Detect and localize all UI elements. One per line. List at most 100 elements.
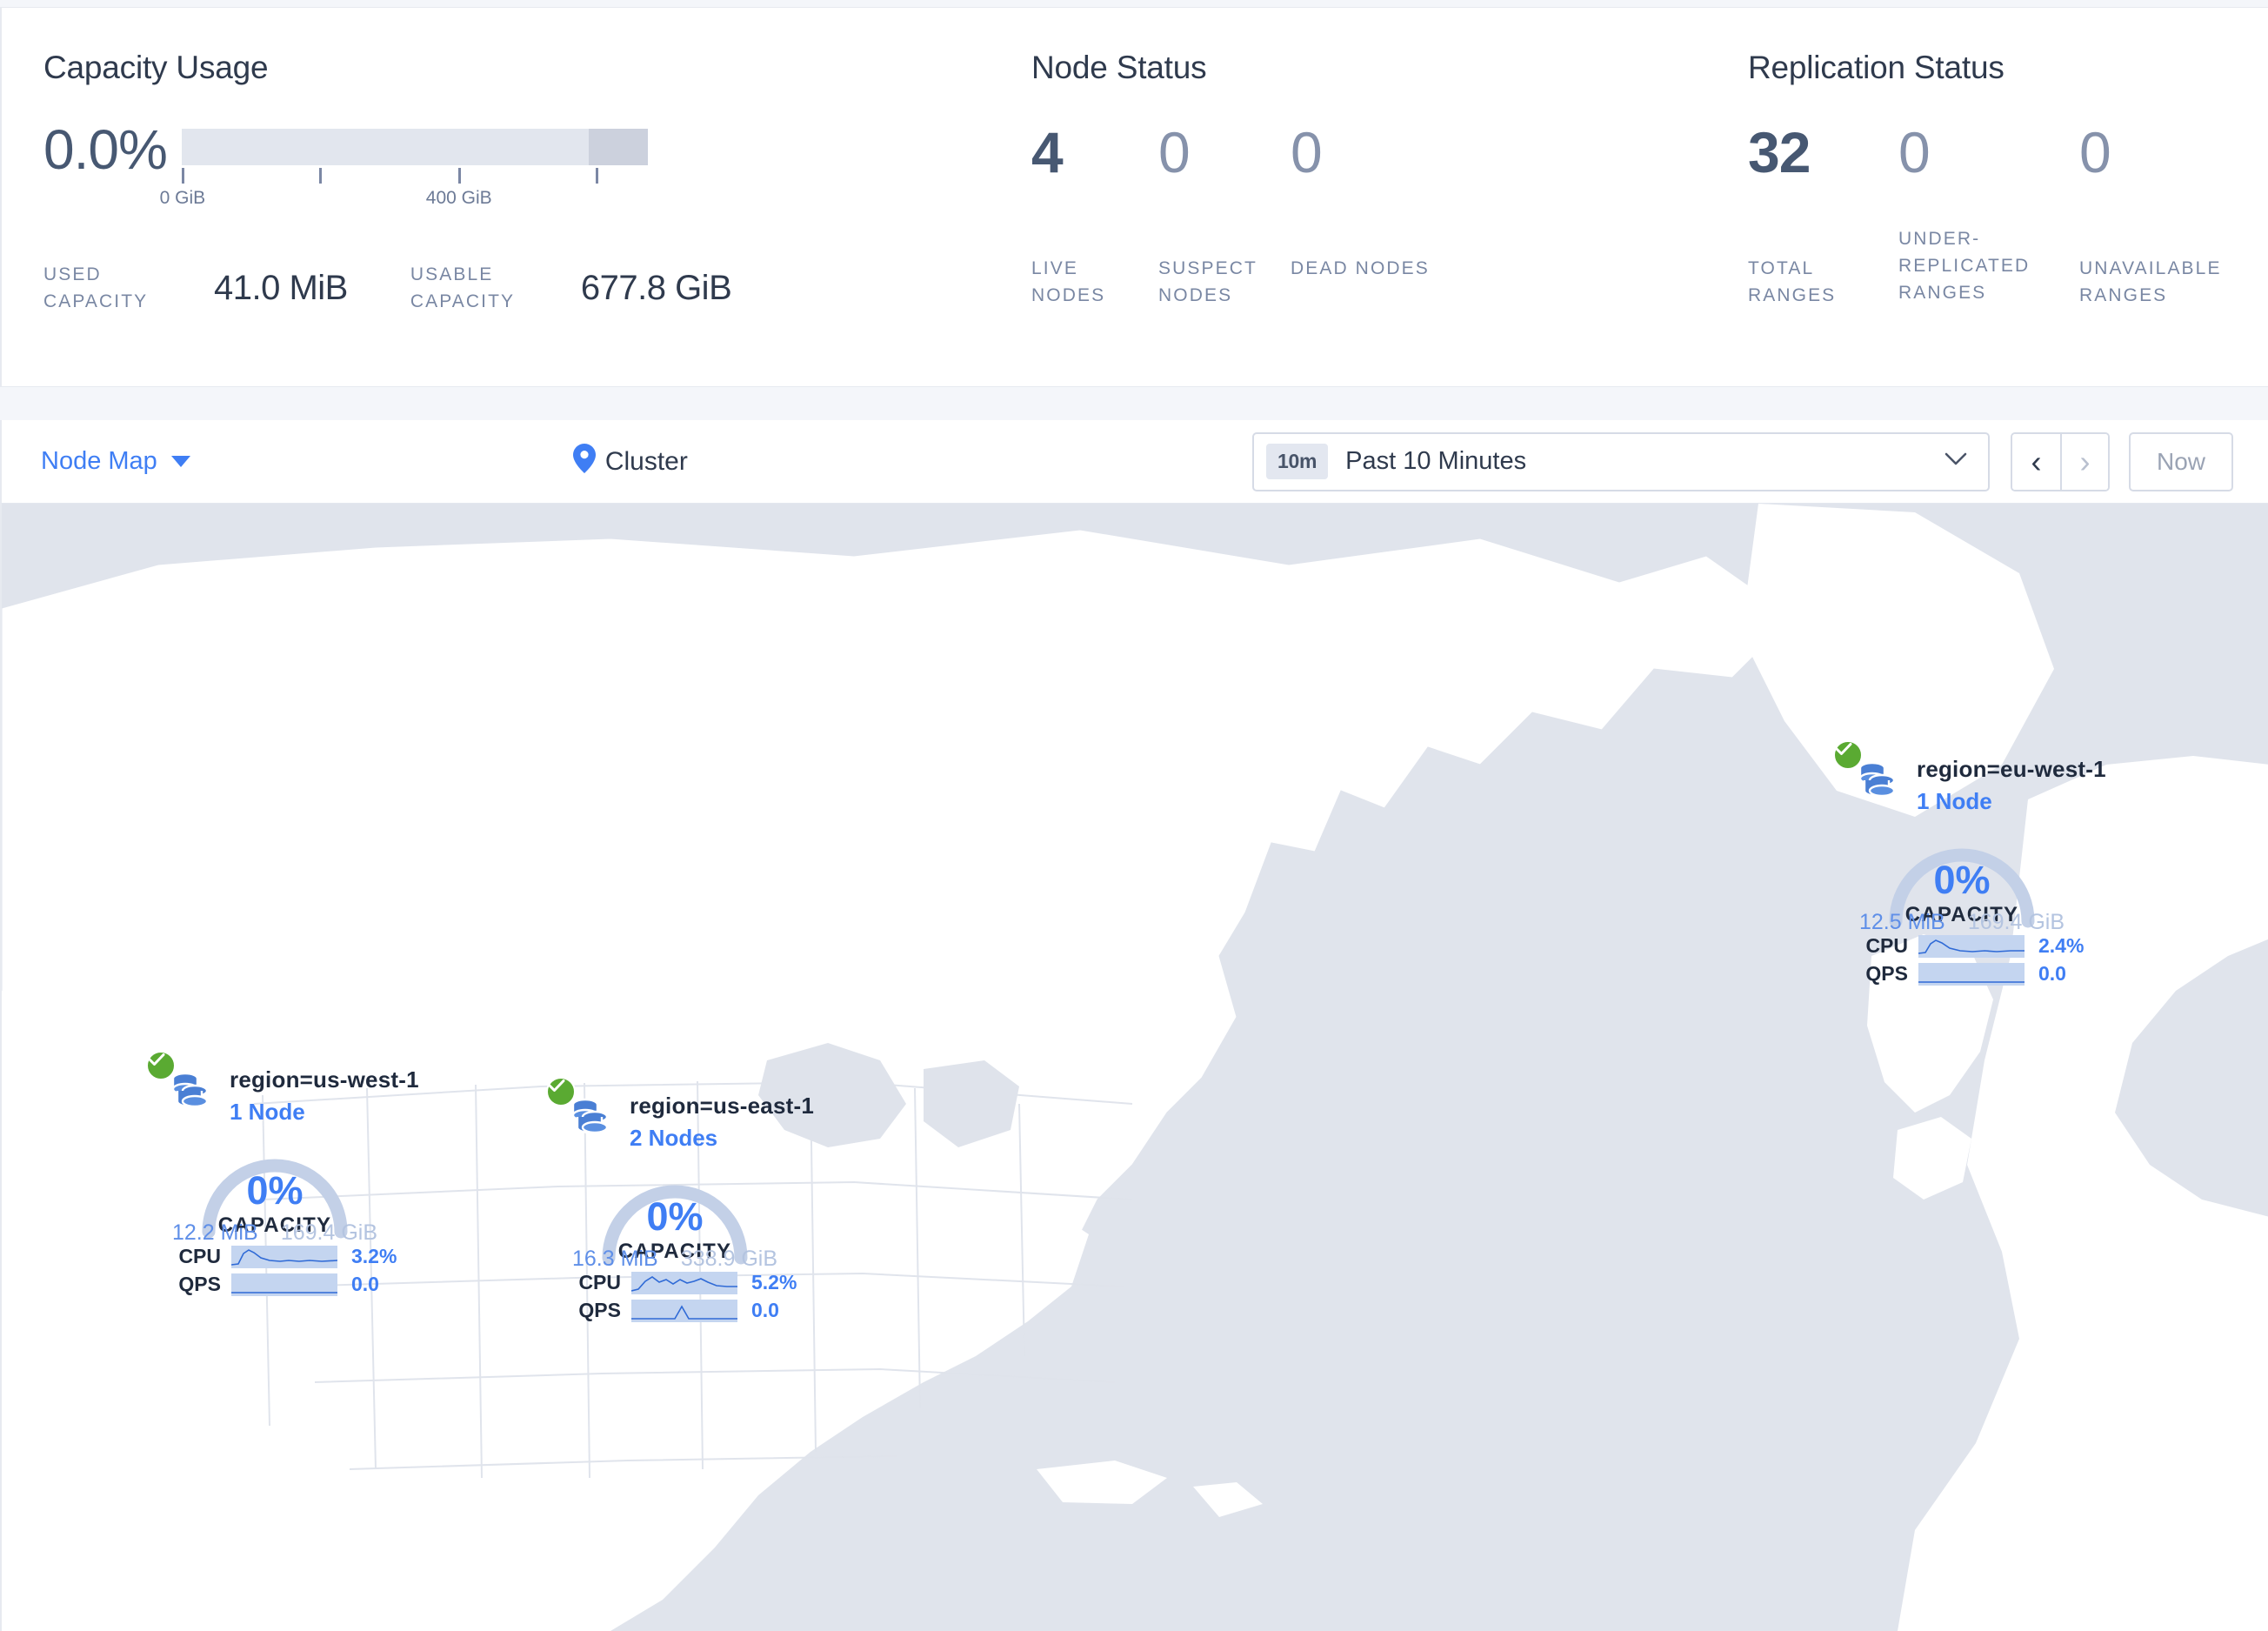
gauge-used-value: 16.3 MiB [572,1247,658,1271]
marker-header: region=eu-west-1 1 Node [1833,740,2106,815]
qps-sparkline [231,1273,337,1296]
gauge-used-value: 12.5 MiB [1859,910,1945,934]
marker-titles: region=eu-west-1 1 Node [1917,754,2106,815]
cpu-sparkline-row: CPU 5.2% [569,1271,814,1294]
unavailable-ranges-stat: 0 UNAVAILABLE RANGES [2079,121,2253,309]
replication-status-values: 32 TOTAL RANGES 0 UNDER- REPLICATED RANG… [1748,121,2268,309]
axis-tick [181,168,184,184]
locality-marker-eu-west-1[interactable]: region=eu-west-1 1 Node 0% CAPACITY 12.5… [1833,740,2106,986]
chevron-down-icon [170,456,190,467]
healthy-check-icon [1833,740,1863,770]
used-capacity-label: USED CAPACITY [43,264,149,311]
qps-value: 0.0 [751,1299,779,1321]
marker-header: region=us-west-1 1 Node [146,1051,419,1126]
chevron-down-icon [1944,452,1967,471]
qps-label: QPS [178,1273,221,1295]
time-range-label: Past 10 Minutes [1345,447,1527,475]
time-range-controls: 10m Past 10 Minutes ‹ › Now [1252,431,2233,491]
capacity-percent: 0.0% [43,118,168,181]
gauge-used-value: 12.2 MiB [172,1220,258,1245]
map-toolbar: Node Map Cluster 10m Past 10 Minutes [0,420,2268,504]
gauge-total-value: 169.4 GiB [280,1220,377,1245]
marker-titles: region=us-west-1 1 Node [230,1065,419,1126]
capacity-gauge: 0% CAPACITY 12.5 MiB 169.4 GiB [1859,824,2065,934]
view-selector-label: Node Map [41,447,157,475]
summary-bar: Capacity Usage 0.0% 0 GiB 400 GiB USED CA… [0,7,2268,387]
qps-value: 0.0 [351,1273,379,1295]
world-map-svg [2,504,2268,1631]
suspect-nodes-stat: 0 SUSPECT NODES [1158,121,1291,309]
dead-nodes-stat: 0 DEAD NODES [1291,121,1430,309]
qps-sparkline-row: QPS 0.0 [569,1299,814,1322]
used-capacity-value: 41.0 MiB [214,268,348,307]
cpu-label: CPU [1865,934,1908,957]
capacity-axis-ticks [181,168,648,185]
qps-sparkline [631,1299,737,1322]
gauge-total-value: 169.4 GiB [1967,910,2065,934]
healthy-check-icon [146,1051,176,1080]
total-ranges-stat: 32 TOTAL RANGES [1748,121,1898,309]
locality-marker-us-east-1[interactable]: region=us-east-1 2 Nodes 0% CAPACITY 16.… [546,1077,814,1322]
location-pin-icon [572,443,596,480]
dead-nodes-label: DEAD NODES [1291,258,1430,278]
capacity-bar-reserved [588,129,648,165]
sparkline-rows: CPU 3.2% QPS 0.0 [169,1245,419,1296]
usable-capacity-label: USABLE CAPACITY [410,264,516,311]
time-range-select[interactable]: 10m Past 10 Minutes [1252,431,1990,491]
under-replicated-ranges-stat: 0 UNDER- REPLICATED RANGES [1898,121,2079,309]
usable-capacity-value: 677.8 GiB [580,268,732,307]
node-status-title: Node Status [1031,50,1207,85]
axis-tick [318,168,322,184]
locality-title: region=us-west-1 [230,1066,419,1093]
cpu-value: 2.4% [2038,934,2085,957]
axis-tick [595,168,598,184]
marker-header: region=us-east-1 2 Nodes [546,1077,814,1152]
unavailable-ranges-value: 0 [2079,120,2111,184]
cpu-sparkline [1918,934,2025,958]
dead-nodes-value: 0 [1291,120,1323,184]
unavailable-ranges-label: UNAVAILABLE RANGES [2079,258,2222,305]
breadcrumb[interactable]: Cluster [572,443,688,480]
capacity-usage-title: Capacity Usage [43,50,269,85]
node-status-values: 4 LIVE NODES 0 SUSPECT NODES 0 DEAD NODE… [1031,121,1715,309]
time-next-button[interactable]: › [2060,433,2108,490]
sparkline-rows: CPU 2.4% QPS 0.0 [1856,934,2106,986]
cpu-value: 5.2% [751,1271,797,1293]
time-prev-button[interactable]: ‹ [2012,433,2060,490]
database-stack-icon [1833,740,1901,803]
replication-status-title: Replication Status [1748,50,2005,85]
sparkline-rows: CPU 5.2% QPS 0.0 [569,1271,814,1322]
capacity-bar-wrap: 0 GiB 400 GiB [160,129,648,211]
qps-label: QPS [578,1299,621,1321]
capacity-usage-card: Capacity Usage 0.0% 0 GiB 400 GiB USED CA… [2,8,993,386]
view-selector[interactable]: Node Map [41,447,190,476]
cpu-label: CPU [178,1245,221,1267]
capacity-bar-row: 0.0% 0 GiB 400 GiB [43,118,993,211]
locality-node-count: 1 Node [1917,788,1992,814]
database-stack-icon [146,1051,214,1113]
cpu-value: 3.2% [351,1245,397,1267]
marker-titles: region=us-east-1 2 Nodes [630,1091,814,1152]
now-button[interactable]: Now [2129,431,2233,491]
gauge-values: 16.3 MiB 338.9 GiB [569,1247,781,1272]
locality-marker-us-west-1[interactable]: region=us-west-1 1 Node 0% CAPACITY 12.2… [146,1051,419,1296]
under-replicated-ranges-value: 0 [1898,120,1931,184]
usable-capacity-metric: USABLE CAPACITY 677.8 GiB [410,261,732,315]
capacity-gauge: 0% CAPACITY 12.2 MiB 169.4 GiB [172,1134,377,1245]
gauge-values: 12.5 MiB 169.4 GiB [1856,910,2068,935]
time-range-badge: 10m [1266,444,1329,479]
qps-label: QPS [1865,962,1908,985]
under-replicated-ranges-label: UNDER- REPLICATED RANGES [1898,229,2031,303]
total-ranges-value: 32 [1748,120,1811,184]
locality-node-count: 2 Nodes [630,1125,718,1151]
node-map[interactable]: region=us-west-1 1 Node 0% CAPACITY 12.2… [0,504,2268,1631]
breadcrumb-label: Cluster [604,446,688,476]
axis-tick-label: 400 GiB [425,188,492,208]
capacity-gauge: 0% CAPACITY 16.3 MiB 338.9 GiB [572,1160,777,1271]
total-ranges-label: TOTAL RANGES [1748,258,1837,305]
database-stack-icon [546,1077,614,1140]
healthy-check-icon [546,1077,576,1106]
replication-status-card: Replication Status 32 TOTAL RANGES 0 UND… [1715,8,2268,386]
live-nodes-value: 4 [1031,120,1064,184]
axis-tick-label: 0 GiB [159,188,206,208]
